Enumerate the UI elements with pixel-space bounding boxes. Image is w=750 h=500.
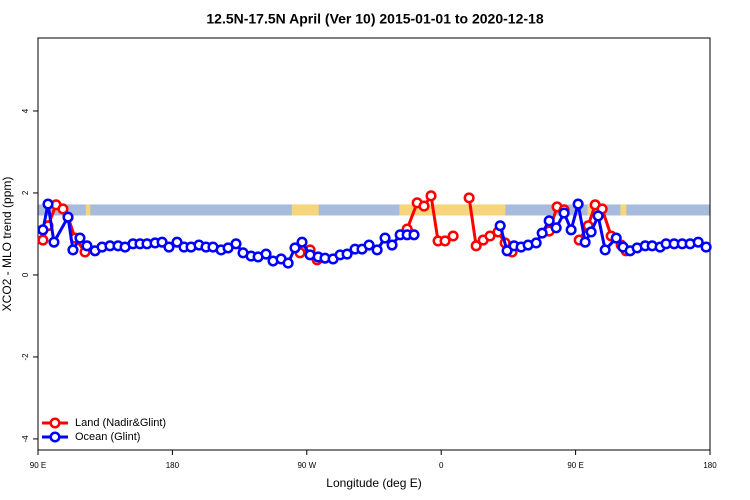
data-point [62, 211, 74, 223]
data-point [550, 222, 562, 234]
data-point [470, 240, 482, 252]
data-point [484, 230, 496, 242]
data-point [296, 236, 308, 248]
x-axis-label: Longitude (deg E) [326, 476, 421, 490]
data-point [37, 234, 49, 246]
band-highlight [291, 204, 319, 216]
data-point [163, 241, 175, 253]
legend-label: Land (Nadir&Glint) [75, 417, 166, 429]
band-highlight [620, 204, 627, 216]
data-point [260, 248, 272, 260]
x-tick-label: 180 [703, 461, 717, 470]
data-point [439, 235, 451, 247]
data-point [530, 237, 542, 249]
data-point [74, 232, 86, 244]
data-point [386, 239, 398, 251]
data-point [371, 244, 383, 256]
data-point [230, 238, 242, 250]
data-point [408, 229, 420, 241]
data-point [585, 226, 597, 238]
legend-swatch-marker [49, 417, 61, 429]
data-point [565, 224, 577, 236]
data-point [579, 236, 591, 248]
x-tick-label: 90 E [567, 461, 583, 470]
y-tick-label: 4 [21, 108, 30, 113]
legend-label: Ocean (Glint) [75, 431, 140, 443]
data-point [572, 198, 584, 210]
data-point [463, 192, 475, 204]
x-tick-label: 90 E [30, 461, 46, 470]
data-point [289, 242, 301, 254]
data-point [425, 190, 437, 202]
data-point [81, 240, 93, 252]
x-tick-label: 180 [166, 461, 180, 470]
x-tick-label: 90 W [297, 461, 316, 470]
data-point [48, 236, 60, 248]
data-point [171, 236, 183, 248]
chart-title: 12.5N-17.5N April (Ver 10) 2015-01-01 to… [206, 11, 543, 27]
data-point [610, 232, 622, 244]
y-tick-label: -4 [21, 435, 30, 443]
data-point [501, 245, 513, 257]
data-point [494, 220, 506, 232]
data-point [447, 230, 459, 242]
data-point [363, 239, 375, 251]
y-tick-label: 2 [21, 190, 30, 195]
data-point [42, 198, 54, 210]
band-highlight [399, 204, 506, 216]
data-point [418, 200, 430, 212]
data-point [67, 244, 79, 256]
data-point [558, 207, 570, 219]
data-point [692, 236, 704, 248]
data-point [700, 241, 712, 253]
y-tick-label: -2 [21, 353, 30, 361]
y-axis-label: XCO2 - MLO trend (ppm) [0, 177, 14, 312]
data-point [592, 210, 604, 222]
series [37, 198, 712, 269]
y-tick-label: 0 [21, 272, 30, 277]
x-tick-label: 0 [439, 461, 444, 470]
data-point [543, 215, 555, 227]
data-point [37, 224, 49, 236]
data-point [282, 257, 294, 269]
legend-swatch-marker [49, 431, 61, 443]
data-point [536, 227, 548, 239]
data-point [599, 244, 611, 256]
band-highlight [85, 204, 91, 216]
data-point [379, 232, 391, 244]
reference-band [38, 204, 710, 216]
legend: Land (Nadir&Glint) Ocean (Glint) [42, 417, 166, 443]
data-point [341, 248, 353, 260]
data-point [57, 203, 69, 215]
